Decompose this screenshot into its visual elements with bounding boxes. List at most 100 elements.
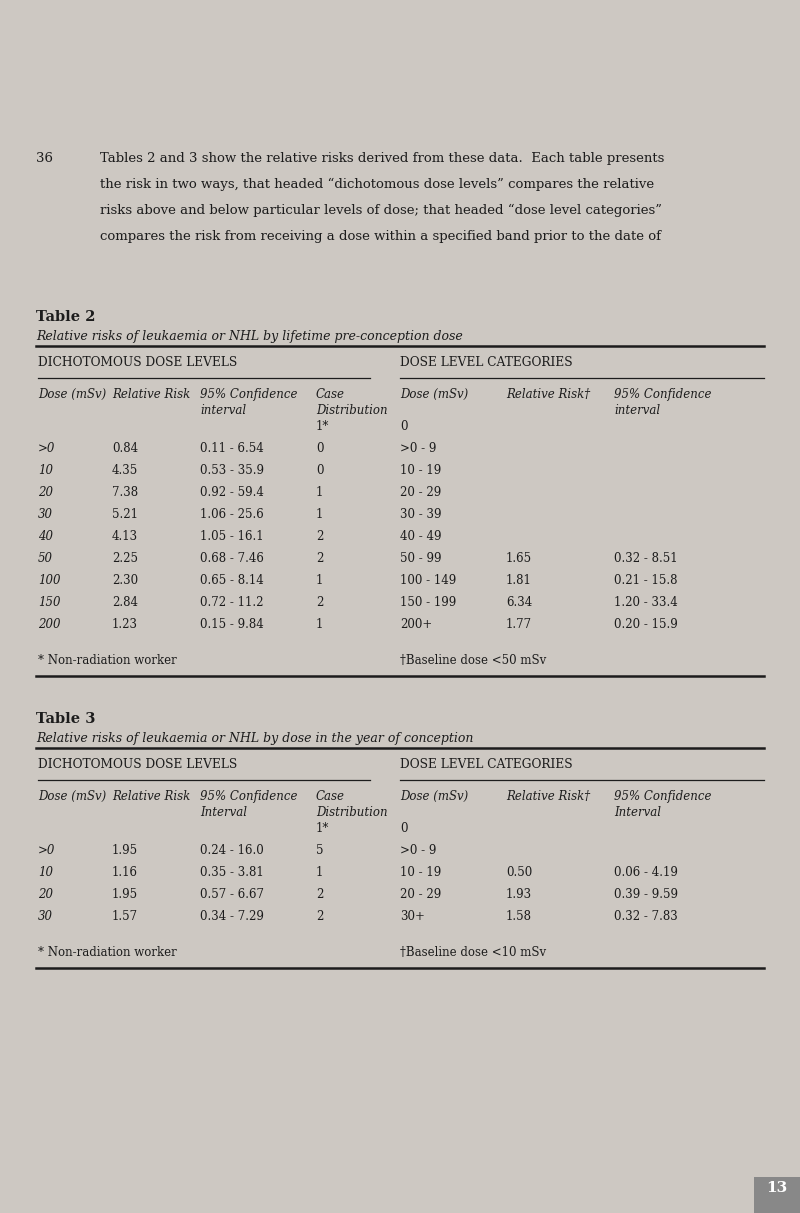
- Text: 100 - 149: 100 - 149: [400, 574, 456, 587]
- Text: Dose (mSv): Dose (mSv): [38, 790, 106, 803]
- Text: Relative risks of leukaemia or NHL by lifetime pre-conception dose: Relative risks of leukaemia or NHL by li…: [36, 330, 462, 343]
- Text: 36: 36: [36, 152, 53, 165]
- Text: Dose (mSv): Dose (mSv): [400, 388, 468, 402]
- Text: 1.05 - 16.1: 1.05 - 16.1: [200, 530, 264, 543]
- Text: 2: 2: [316, 552, 323, 565]
- Text: Interval: Interval: [200, 805, 247, 819]
- Text: 0.34 - 7.29: 0.34 - 7.29: [200, 910, 264, 923]
- Text: DOSE LEVEL CATEGORIES: DOSE LEVEL CATEGORIES: [400, 758, 573, 771]
- Text: 95% Confidence: 95% Confidence: [614, 388, 711, 402]
- Text: 30 - 39: 30 - 39: [400, 508, 442, 522]
- Text: Relative risks of leukaemia or NHL by dose in the year of conception: Relative risks of leukaemia or NHL by do…: [36, 731, 474, 745]
- Text: 200: 200: [38, 617, 61, 631]
- Text: 0: 0: [316, 465, 323, 477]
- Text: 10: 10: [38, 465, 53, 477]
- Text: 1.20 - 33.4: 1.20 - 33.4: [614, 596, 678, 609]
- Text: 1.95: 1.95: [112, 844, 138, 858]
- Text: DICHOTOMOUS DOSE LEVELS: DICHOTOMOUS DOSE LEVELS: [38, 355, 238, 369]
- Text: 0.20 - 15.9: 0.20 - 15.9: [614, 617, 678, 631]
- Text: Distribution: Distribution: [316, 404, 388, 417]
- Text: 1*: 1*: [316, 822, 330, 835]
- Text: DOSE LEVEL CATEGORIES: DOSE LEVEL CATEGORIES: [400, 355, 573, 369]
- Text: 10 - 19: 10 - 19: [400, 866, 442, 879]
- Text: 2.30: 2.30: [112, 574, 138, 587]
- Text: 30+: 30+: [400, 910, 425, 923]
- Text: 30: 30: [38, 508, 53, 522]
- Text: 0.35 - 3.81: 0.35 - 3.81: [200, 866, 264, 879]
- Text: >0 - 9: >0 - 9: [400, 442, 436, 455]
- Text: 1*: 1*: [316, 420, 330, 433]
- Text: 10 - 19: 10 - 19: [400, 465, 442, 477]
- Text: 13: 13: [766, 1181, 788, 1195]
- Text: 20 - 29: 20 - 29: [400, 888, 442, 901]
- Text: 0: 0: [316, 442, 323, 455]
- Text: 200+: 200+: [400, 617, 432, 631]
- Text: 50 - 99: 50 - 99: [400, 552, 442, 565]
- Text: 0.32 - 8.51: 0.32 - 8.51: [614, 552, 678, 565]
- Text: 0.15 - 9.84: 0.15 - 9.84: [200, 617, 264, 631]
- Text: 95% Confidence: 95% Confidence: [614, 790, 711, 803]
- Text: DICHOTOMOUS DOSE LEVELS: DICHOTOMOUS DOSE LEVELS: [38, 758, 238, 771]
- Text: 20: 20: [38, 888, 53, 901]
- Text: >0 - 9: >0 - 9: [400, 844, 436, 858]
- Text: Dose (mSv): Dose (mSv): [400, 790, 468, 803]
- Text: 2: 2: [316, 596, 323, 609]
- Text: 0.65 - 8.14: 0.65 - 8.14: [200, 574, 264, 587]
- Text: 1.16: 1.16: [112, 866, 138, 879]
- Text: compares the risk from receiving a dose within a specified band prior to the dat: compares the risk from receiving a dose …: [100, 230, 661, 243]
- Text: 2: 2: [316, 910, 323, 923]
- Text: 2: 2: [316, 888, 323, 901]
- Text: 50: 50: [38, 552, 53, 565]
- Text: * Non-radiation worker: * Non-radiation worker: [38, 654, 177, 667]
- Text: 1.77: 1.77: [506, 617, 532, 631]
- Text: 10: 10: [38, 866, 53, 879]
- Text: 1.81: 1.81: [506, 574, 532, 587]
- Text: Relative Risk†: Relative Risk†: [506, 388, 590, 402]
- Text: 95% Confidence: 95% Confidence: [200, 388, 298, 402]
- Text: 0.39 - 9.59: 0.39 - 9.59: [614, 888, 678, 901]
- Text: 1.65: 1.65: [506, 552, 532, 565]
- Text: Case: Case: [316, 790, 345, 803]
- Text: 40: 40: [38, 530, 53, 543]
- Text: 0.57 - 6.67: 0.57 - 6.67: [200, 888, 264, 901]
- Text: Table 2: Table 2: [36, 311, 95, 324]
- Text: 0.06 - 4.19: 0.06 - 4.19: [614, 866, 678, 879]
- Text: 1.06 - 25.6: 1.06 - 25.6: [200, 508, 264, 522]
- Text: 1: 1: [316, 574, 323, 587]
- Text: 20 - 29: 20 - 29: [400, 486, 442, 499]
- Text: 4.35: 4.35: [112, 465, 138, 477]
- Text: 1.57: 1.57: [112, 910, 138, 923]
- Text: Relative Risk: Relative Risk: [112, 790, 190, 803]
- Text: 1: 1: [316, 617, 323, 631]
- Text: †Baseline dose <10 mSv: †Baseline dose <10 mSv: [400, 946, 546, 959]
- Text: 0: 0: [400, 822, 407, 835]
- Text: Relative Risk: Relative Risk: [112, 388, 190, 402]
- Text: Case: Case: [316, 388, 345, 402]
- Text: 2: 2: [316, 530, 323, 543]
- Text: 1: 1: [316, 486, 323, 499]
- Text: 1: 1: [316, 866, 323, 879]
- Text: 1: 1: [316, 508, 323, 522]
- Text: 0.68 - 7.46: 0.68 - 7.46: [200, 552, 264, 565]
- Text: Distribution: Distribution: [316, 805, 388, 819]
- Text: 30: 30: [38, 910, 53, 923]
- Text: 5: 5: [316, 844, 323, 858]
- Text: 0.24 - 16.0: 0.24 - 16.0: [200, 844, 264, 858]
- Text: 1.58: 1.58: [506, 910, 532, 923]
- Text: 100: 100: [38, 574, 61, 587]
- Bar: [754, 1177, 800, 1213]
- Text: 0.84: 0.84: [112, 442, 138, 455]
- Text: 0.92 - 59.4: 0.92 - 59.4: [200, 486, 264, 499]
- Text: 1.23: 1.23: [112, 617, 138, 631]
- Text: 2.25: 2.25: [112, 552, 138, 565]
- Text: 6.34: 6.34: [506, 596, 532, 609]
- Text: >0: >0: [38, 442, 55, 455]
- Text: 20: 20: [38, 486, 53, 499]
- Text: Relative Risk†: Relative Risk†: [506, 790, 590, 803]
- Text: 0.50: 0.50: [506, 866, 532, 879]
- Text: 150 - 199: 150 - 199: [400, 596, 456, 609]
- Text: 0.11 - 6.54: 0.11 - 6.54: [200, 442, 264, 455]
- Text: >0: >0: [38, 844, 55, 858]
- Text: * Non-radiation worker: * Non-radiation worker: [38, 946, 177, 959]
- Text: interval: interval: [614, 404, 660, 417]
